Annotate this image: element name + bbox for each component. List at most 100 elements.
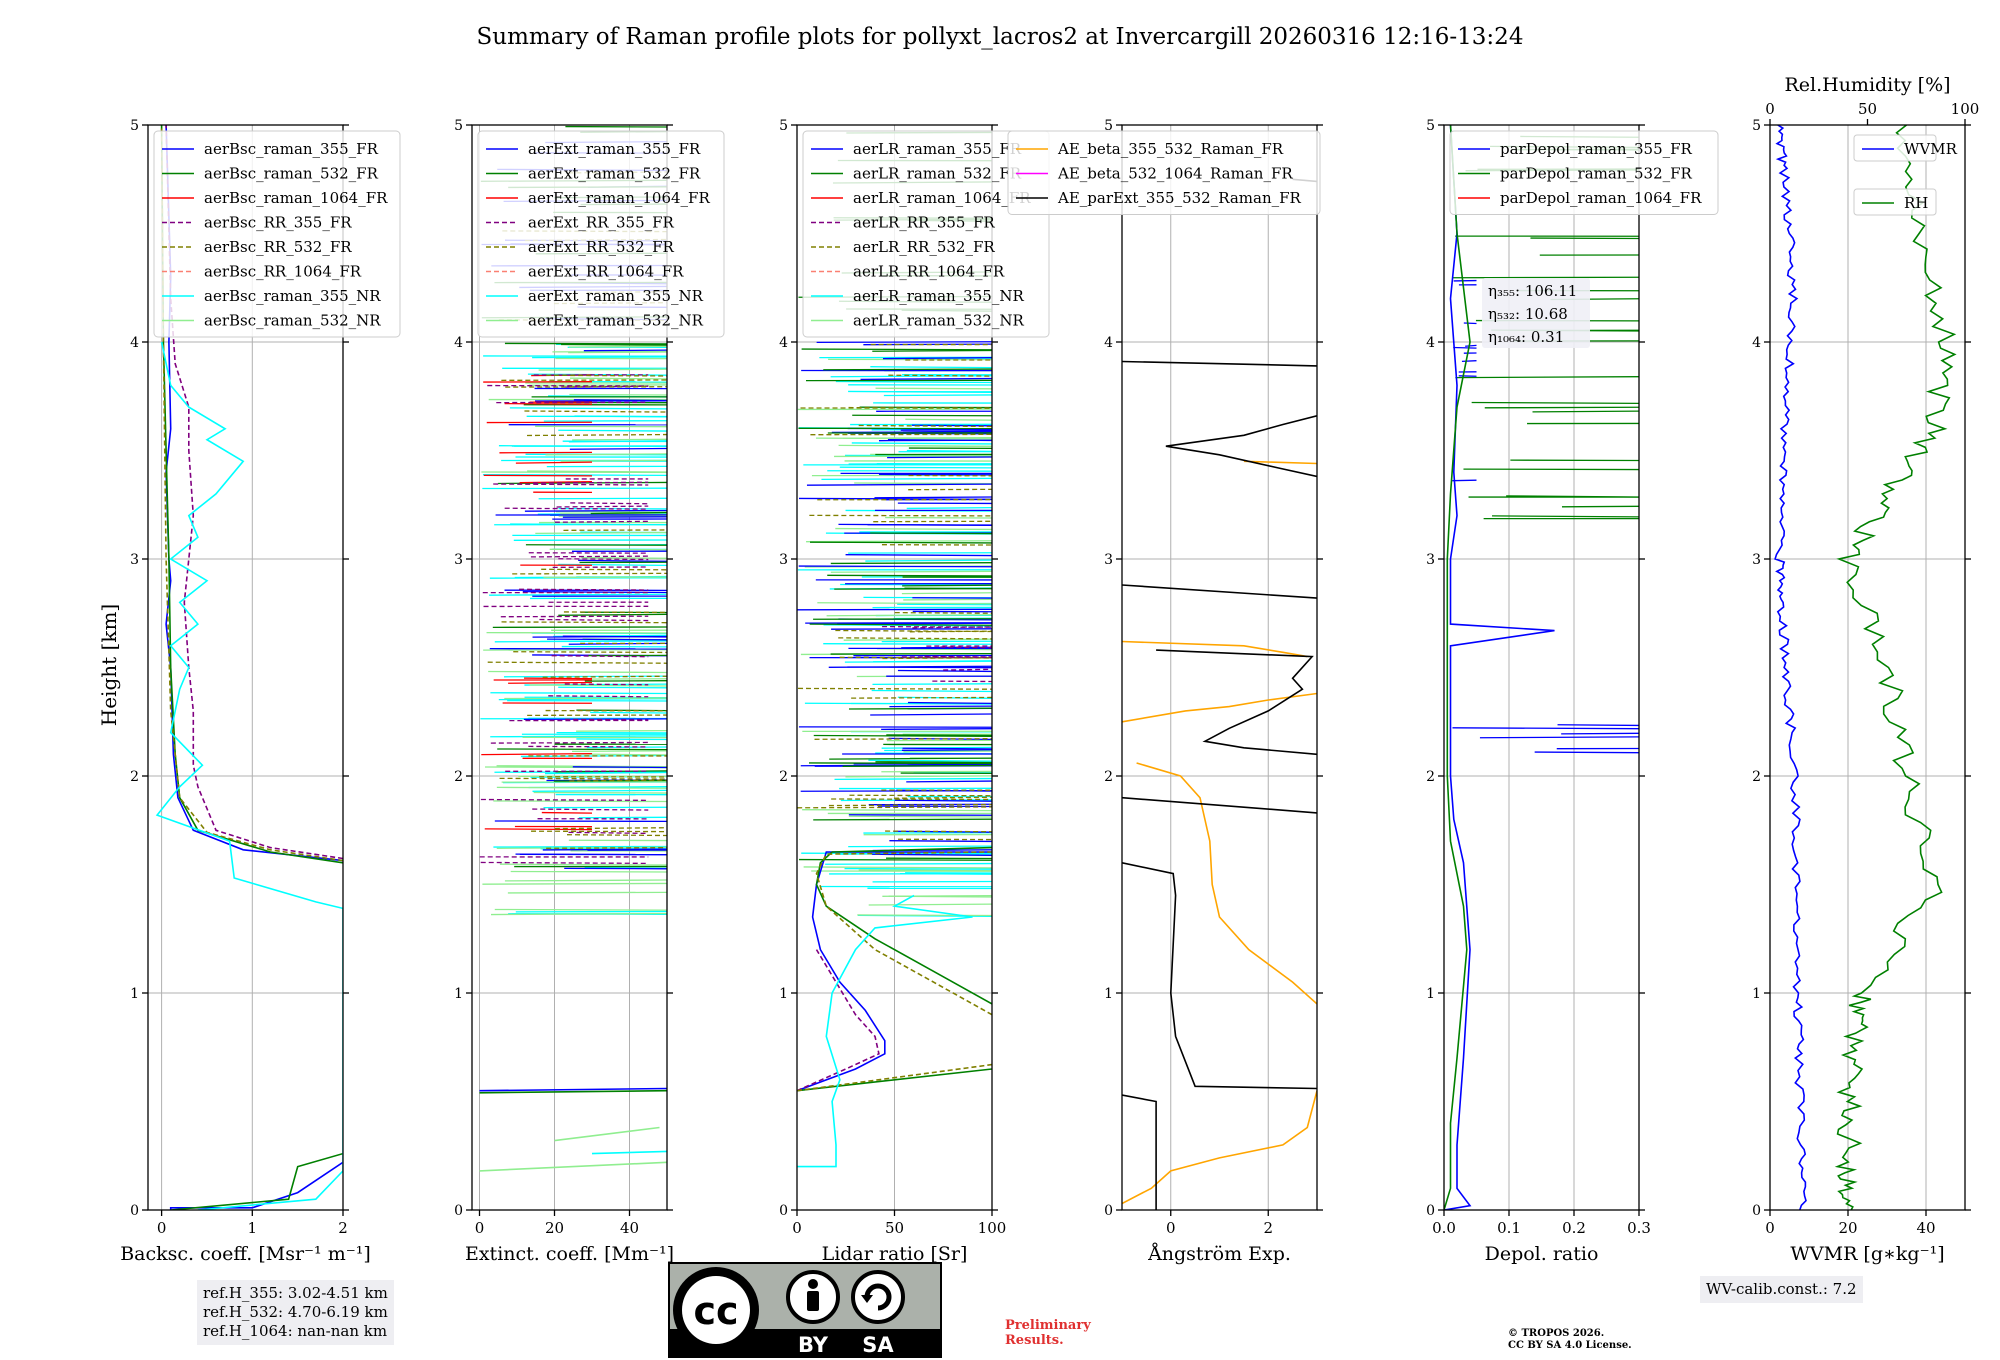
x-axis-label: WVMR [g∗kg⁻¹] — [1790, 1243, 1944, 1265]
noise-segment-c532 — [875, 761, 992, 764]
noise-segment-c532 — [834, 587, 992, 590]
noise-segment-c1064 — [515, 461, 593, 464]
x-tick-label: 0 — [1166, 1219, 1176, 1237]
eta-box — [1482, 278, 1590, 348]
plot-area — [1774, 125, 1957, 1210]
noise-segment-c355 — [871, 853, 992, 856]
y-tick-label: 0 — [130, 1203, 139, 1219]
noise-segment-nr532 — [903, 598, 992, 601]
panel-frame — [1769, 124, 1966, 1211]
y-tick-label: 5 — [1426, 118, 1435, 134]
attribution-body — [807, 1291, 819, 1311]
legend-item-box — [1853, 188, 1937, 216]
noise-segment-nr355 — [558, 686, 667, 689]
series-line-nr532 — [554, 1126, 660, 1142]
y-tick-label: 1 — [1104, 986, 1113, 1002]
y-tick-label: 5 — [779, 118, 788, 134]
noise-segment-nr532 — [826, 614, 992, 617]
noise-segment-nr355 — [544, 771, 667, 775]
noise-segment-rr532 — [888, 374, 992, 377]
noise-segment-rr355 — [530, 555, 649, 558]
noise-segment-rr532 — [513, 651, 667, 654]
noise-segment-c532 — [827, 574, 992, 577]
noise-segment-nr532 — [569, 393, 667, 396]
noise-segment-nr355 — [839, 466, 992, 469]
noise-segment-nr355 — [835, 380, 992, 384]
noise-segment-nr532 — [490, 912, 667, 916]
series-line-rr532 — [815, 851, 992, 1016]
series-line-nr355 — [155, 341, 343, 1210]
noise-segment-rr355 — [568, 831, 649, 835]
x-tick-label: 20 — [545, 1219, 564, 1237]
noise-segment-nr355 — [906, 506, 992, 510]
noise-segment-c355 — [894, 799, 992, 802]
noise-segment-nr532 — [570, 377, 667, 380]
noise-segment-rr532 — [542, 675, 667, 678]
x-tick-label: 20 — [1838, 1219, 1857, 1237]
noise-segment-rr355 — [490, 741, 649, 744]
noise-segment-nr355 — [883, 394, 992, 397]
noise-segment-c532 — [1471, 401, 1639, 405]
noise-segment-nr532 — [545, 453, 667, 456]
series-line-ae_beta355 — [1136, 762, 1317, 1005]
x-tick-label: 40 — [1916, 1219, 1935, 1237]
noise-segment-nr355 — [848, 390, 992, 393]
noise-segment-c355 — [887, 456, 992, 459]
noise-segment-c355 — [800, 790, 992, 792]
noise-segment-c532 — [1492, 515, 1639, 518]
noise-segment-c355 — [524, 509, 667, 512]
series-line-c355 — [479, 1087, 667, 1092]
noise-segment-nr355 — [825, 862, 992, 865]
legend-label: aerBsc_raman_355_FR — [204, 140, 379, 158]
noise-segment-c355 — [902, 430, 992, 433]
noise-segment-nr355 — [590, 711, 667, 714]
noise-segment-rr532 — [546, 374, 667, 377]
noise-segment-c355 — [845, 554, 992, 557]
noise-segment-c532 — [497, 748, 667, 751]
y-tick-label: 4 — [130, 335, 139, 351]
legend-label: aerBsc_RR_532_FR — [204, 238, 352, 256]
noise-segment-nr532 — [907, 444, 992, 447]
noise-segment-rr532 — [858, 424, 992, 428]
y-tick-label: 3 — [1752, 552, 1761, 568]
y-tick-label: 4 — [1752, 335, 1761, 351]
noise-segment-c355 — [1465, 344, 1477, 347]
legend-box — [477, 130, 725, 338]
x-tick-label: 2 — [338, 1219, 348, 1237]
noise-segment-nr355 — [830, 375, 992, 378]
noise-segment-nr532 — [845, 775, 992, 778]
copyright-line-2: CC BY SA 4.0 License. — [1508, 1340, 1632, 1351]
preliminary-results-note: Preliminary Results. — [1005, 1318, 1091, 1348]
x-tick-label: 0.3 — [1627, 1219, 1651, 1237]
y-tick-label: 3 — [1104, 552, 1113, 568]
series-line-ae_parext — [1122, 862, 1317, 1090]
noise-segment-c355 — [847, 666, 992, 669]
plot-area — [1122, 178, 1317, 1210]
noise-segment-c532 — [830, 562, 992, 565]
share-alike-arc — [864, 1283, 892, 1311]
noise-segment-c355 — [870, 713, 992, 716]
series-line-c355 — [1774, 125, 1807, 1210]
noise-segment-c532 — [809, 623, 992, 626]
noise-segment-nr355 — [871, 689, 992, 693]
legend-label: aerLR_RR_1064_FR — [853, 263, 1005, 281]
noise-segment-nr355 — [498, 698, 667, 701]
legend: WVMR RH — [1853, 134, 1958, 216]
noise-segment-nr532 — [533, 791, 667, 794]
noise-segment-nr355 — [482, 473, 667, 477]
noise-segment-c355 — [569, 447, 667, 450]
noise-segment-rr532 — [893, 796, 992, 799]
series-line-c355 — [165, 125, 343, 862]
noise-segment-c355 — [573, 399, 667, 402]
noise-segment-nr355 — [510, 523, 667, 526]
preliminary-line-1: Preliminary — [1005, 1318, 1091, 1333]
noise-segment-rr355 — [551, 655, 649, 658]
noise-segment-c532 — [809, 541, 992, 544]
series-line-ae_parext — [1165, 415, 1317, 478]
legend-label: aerLR_RR_532_FR — [853, 238, 995, 256]
noise-segment-nr355 — [527, 373, 667, 376]
legend-label: aerLR_raman_532_FR — [853, 165, 1022, 183]
legend-label: aerLR_raman_355_NR — [853, 287, 1024, 305]
noise-segment-rr532 — [546, 846, 667, 849]
noise-segment-c532 — [1455, 376, 1639, 379]
